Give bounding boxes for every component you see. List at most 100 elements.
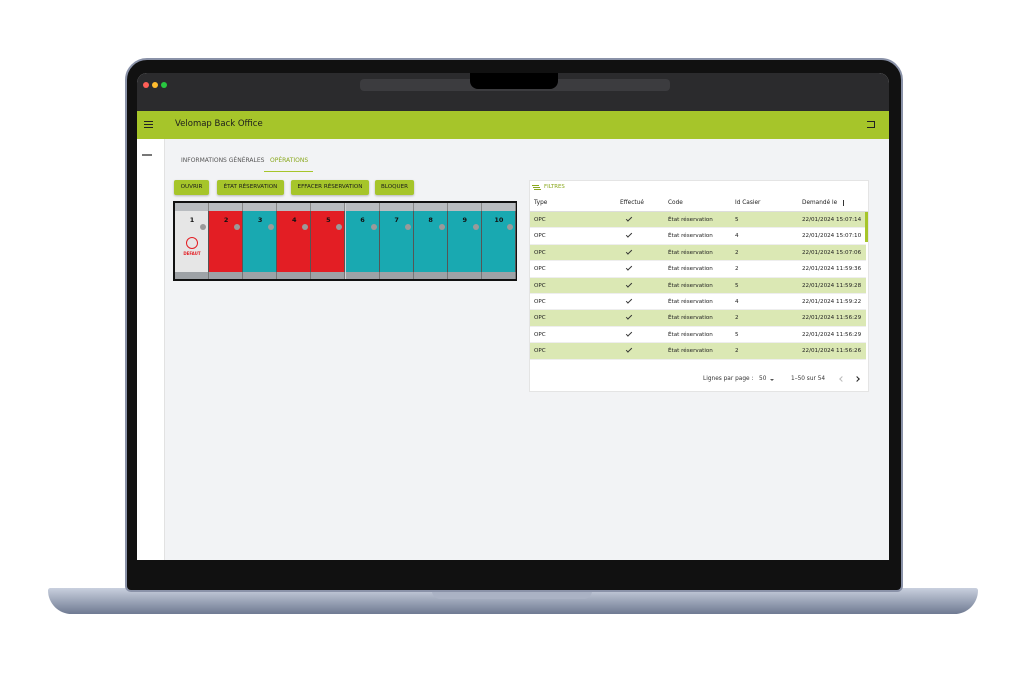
locker-number: 3 [257, 216, 263, 224]
column-header[interactable]: Demandé le [802, 200, 838, 206]
locker-top [481, 203, 516, 211]
window-close[interactable] [143, 82, 149, 88]
table-row[interactable] [530, 212, 866, 229]
tab-indicator [264, 171, 313, 172]
locker-top [209, 203, 244, 211]
sidebar [137, 139, 165, 560]
pagination-range: 1–50 sur 54 [791, 376, 826, 382]
locker-lock [200, 224, 206, 230]
menu-button[interactable] [144, 121, 153, 122]
locker-bottom [311, 272, 346, 279]
table-cell: État réservation [668, 348, 713, 355]
pagination-label: Lignes par page : [703, 376, 754, 382]
table-cell: 22/01/2024 15:07:10 [802, 233, 862, 240]
locker-top [379, 203, 414, 211]
locker-door[interactable] [243, 211, 278, 272]
action-button[interactable]: EFFACER RÉSERVATION [291, 180, 369, 195]
table-cell: 5 [735, 331, 739, 338]
table-row[interactable] [530, 277, 866, 294]
action-button[interactable]: ÉTAT RÉSERVATION [217, 180, 284, 195]
locker-door[interactable] [379, 211, 414, 272]
table-cell: OPC [534, 217, 546, 223]
locker-bottom [481, 272, 516, 279]
locker-bottom [379, 272, 414, 279]
locker-number: 4 [292, 216, 297, 224]
window-minimize[interactable] [152, 82, 158, 88]
locker-number: 7 [394, 216, 399, 224]
table-cell: 22/01/2024 11:59:22 [802, 299, 862, 305]
locker-bottom [209, 272, 244, 279]
locker-number: 8 [428, 216, 433, 224]
locker-top [447, 203, 482, 211]
locker-lock [336, 224, 343, 230]
locker-number: 1 [189, 216, 195, 224]
window-zoom[interactable] [161, 82, 167, 88]
locker-door[interactable] [447, 211, 482, 272]
table-cell: OPC [534, 266, 546, 273]
table-cell: OPC [534, 299, 546, 305]
table-row[interactable] [530, 343, 866, 360]
filter-button[interactable]: FILTRES [544, 184, 565, 190]
tab[interactable]: INFORMATIONS GÉNÉRALES [181, 157, 265, 164]
locker-lock [370, 224, 377, 230]
column-header[interactable]: Code [668, 200, 683, 206]
sidebar-users-icon[interactable] [142, 151, 152, 156]
table-row[interactable] [530, 228, 866, 245]
column-header[interactable]: Type [534, 200, 548, 206]
app-title: Velomap Back Office [175, 119, 263, 129]
locker-lock [234, 224, 241, 230]
locker-number: 9 [462, 216, 468, 224]
locker-number: 6 [360, 216, 365, 224]
locker-door[interactable] [311, 211, 346, 272]
locker-lock [472, 224, 479, 230]
locker-door[interactable] [481, 211, 516, 272]
locker-top [277, 203, 312, 211]
locker-door[interactable] [413, 211, 448, 272]
column-header[interactable]: Id Casier [735, 200, 761, 206]
select-caret [770, 379, 774, 381]
locker-bottom [243, 272, 278, 279]
locker-bottom [277, 272, 312, 279]
table-cell: État réservation [668, 266, 713, 273]
locker-bottom [413, 272, 448, 279]
table-row[interactable] [530, 244, 866, 262]
table-cell: État réservation [668, 233, 713, 240]
logout-button[interactable] [867, 121, 875, 128]
table-cell: OPC [534, 331, 546, 338]
table-cell: 22/01/2024 11:56:29 [802, 331, 862, 338]
locker-door[interactable] [345, 211, 380, 272]
table-row[interactable] [530, 326, 866, 344]
locker-lock [404, 224, 411, 230]
rows-per-page-select[interactable]: 50 [759, 376, 767, 382]
table-cell: État réservation [668, 331, 713, 338]
locker-bottom [345, 272, 380, 279]
table-cell: État réservation [668, 315, 713, 322]
filter-icon[interactable] [532, 185, 539, 186]
table-cell: OPC [534, 282, 546, 289]
table-row[interactable] [530, 261, 866, 278]
table-cell: 22/01/2024 11:56:26 [802, 348, 862, 355]
column-header[interactable]: Effectué [620, 200, 644, 206]
table-cell: État réservation [668, 249, 713, 256]
table-cell: État réservation [668, 217, 713, 223]
table-cell: 2 [735, 249, 739, 256]
fault-label: DEFAUT [183, 251, 201, 256]
table-cell: 22/01/2024 11:59:36 [802, 266, 862, 273]
table-cell: OPC [534, 233, 546, 240]
table-cell: 22/01/2024 11:59:28 [802, 282, 862, 289]
table-cell: 22/01/2024 11:56:29 [802, 315, 862, 322]
table-cell: 4 [735, 299, 739, 305]
tab[interactable]: OPÉRATIONS [270, 157, 309, 164]
table-row[interactable] [530, 310, 866, 327]
locker-door[interactable] [209, 211, 244, 272]
locker-top [243, 203, 278, 211]
locker-door[interactable] [277, 211, 312, 272]
action-button[interactable]: BLOQUER [375, 180, 414, 195]
app-header [137, 111, 889, 139]
action-button[interactable]: OUVRIR [174, 180, 209, 195]
table-cell: 5 [735, 217, 739, 223]
table-cell: 22/01/2024 15:07:14 [802, 217, 862, 223]
table-row[interactable] [530, 294, 866, 311]
locker-top [345, 203, 380, 211]
scroll-thumb [865, 212, 868, 242]
